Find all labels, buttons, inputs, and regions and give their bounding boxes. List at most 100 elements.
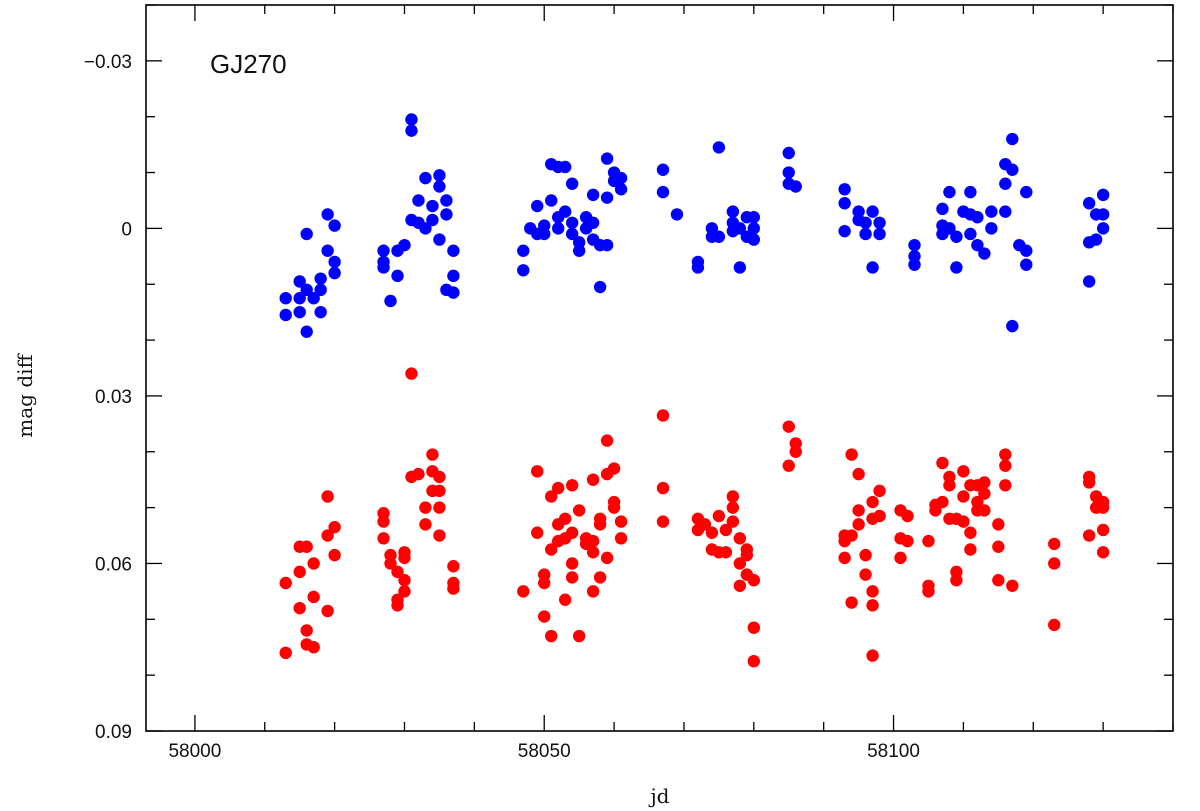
blue-data-point — [426, 213, 439, 227]
red-data-point — [992, 518, 1005, 531]
red-data-point — [957, 490, 970, 503]
red-data-point — [698, 518, 712, 531]
red-data-point — [545, 543, 558, 556]
red-data-point — [726, 501, 740, 514]
red-data-point — [565, 557, 579, 570]
blue-data-point — [1096, 222, 1110, 235]
red-data-point — [384, 557, 397, 570]
red-data-point — [1082, 529, 1096, 542]
y-tick-label: 0.03 — [95, 387, 132, 408]
blue-data-point — [712, 141, 726, 154]
blue-data-point — [866, 261, 879, 274]
red-data-point — [600, 434, 614, 447]
blue-data-point — [447, 244, 460, 257]
blue-data-point — [279, 308, 292, 322]
blue-data-point — [656, 185, 670, 199]
red-data-point — [586, 585, 600, 598]
blue-data-point — [321, 244, 334, 257]
blue-data-point — [838, 224, 851, 238]
red-data-point — [901, 509, 914, 523]
blue-data-point — [328, 255, 341, 269]
red-data-point — [572, 629, 586, 643]
blue-data-point — [950, 230, 963, 243]
red-data-point — [586, 534, 600, 548]
blue-data-point — [517, 244, 530, 257]
blue-data-point — [314, 272, 327, 285]
red-data-point — [321, 490, 334, 503]
red-data-point — [307, 590, 320, 604]
blue-data-point — [712, 230, 726, 243]
blue-data-point — [873, 227, 886, 241]
blue-data-point — [433, 180, 446, 193]
red-data-point — [992, 540, 1005, 553]
blue-data-point — [586, 216, 600, 229]
red-data-point — [293, 565, 306, 579]
red-data-point — [656, 409, 670, 422]
blue-data-point — [656, 163, 670, 176]
red-data-point — [1048, 537, 1061, 551]
blue-data-point — [293, 275, 306, 288]
red-data-point — [866, 585, 879, 598]
red-data-point — [531, 526, 544, 539]
red-data-point — [600, 551, 614, 565]
blue-data-point — [1020, 258, 1033, 271]
red-data-point — [866, 495, 879, 509]
blue-data-point — [517, 264, 530, 277]
red-data-point — [978, 476, 991, 489]
red-data-point — [433, 529, 446, 542]
red-data-point — [328, 548, 341, 562]
blue-data-point — [859, 216, 872, 229]
red-data-point — [607, 501, 621, 514]
blue-data-point — [600, 191, 614, 204]
red-data-point — [419, 501, 432, 514]
red-data-point — [433, 470, 446, 484]
red-data-point — [957, 465, 970, 478]
blue-data-point — [572, 244, 586, 257]
red-data-point — [922, 585, 935, 598]
red-data-point — [1096, 501, 1110, 514]
blue-data-point — [565, 227, 579, 241]
blue-data-point — [551, 222, 565, 235]
red-data-point — [433, 501, 446, 514]
red-data-point — [782, 420, 795, 433]
red-data-point — [852, 504, 865, 517]
red-data-point — [545, 629, 558, 643]
red-data-point — [517, 585, 530, 598]
red-data-point — [747, 574, 761, 587]
blue-data-point — [586, 188, 600, 202]
red-data-point — [936, 495, 949, 509]
red-data-point — [922, 534, 935, 548]
red-data-point — [1082, 476, 1096, 489]
blue-data-point — [691, 261, 705, 274]
red-data-point — [999, 448, 1012, 461]
red-data-point — [978, 487, 991, 500]
blue-data-point — [971, 211, 984, 224]
x-axis-label: jd — [648, 784, 669, 808]
blue-data-point — [614, 183, 628, 196]
red-data-point — [565, 571, 579, 584]
red-data-point — [859, 568, 872, 581]
y-tick-label: −0.03 — [84, 52, 132, 73]
red-data-point — [873, 484, 886, 498]
blue-data-point — [726, 205, 740, 218]
blue-data-point — [1006, 163, 1019, 176]
red-data-point — [398, 551, 411, 565]
blue-data-point — [747, 211, 761, 224]
y-tick-label: 0.06 — [95, 554, 132, 575]
blue-data-point — [426, 199, 439, 213]
red-data-point — [614, 515, 628, 528]
blue-data-point — [328, 266, 341, 280]
red-data-point — [300, 540, 313, 553]
blue-data-point — [873, 216, 886, 229]
red-data-point — [398, 574, 411, 587]
blue-data-point — [300, 325, 313, 338]
red-data-point — [656, 515, 670, 528]
red-data-point — [726, 515, 740, 528]
blue-data-point — [279, 291, 292, 305]
red-data-point — [545, 490, 558, 503]
red-data-point — [656, 481, 670, 495]
blue-data-point — [558, 205, 572, 218]
y-tick-label: 0 — [121, 219, 132, 240]
red-data-point — [377, 515, 390, 528]
red-data-point — [873, 509, 886, 523]
